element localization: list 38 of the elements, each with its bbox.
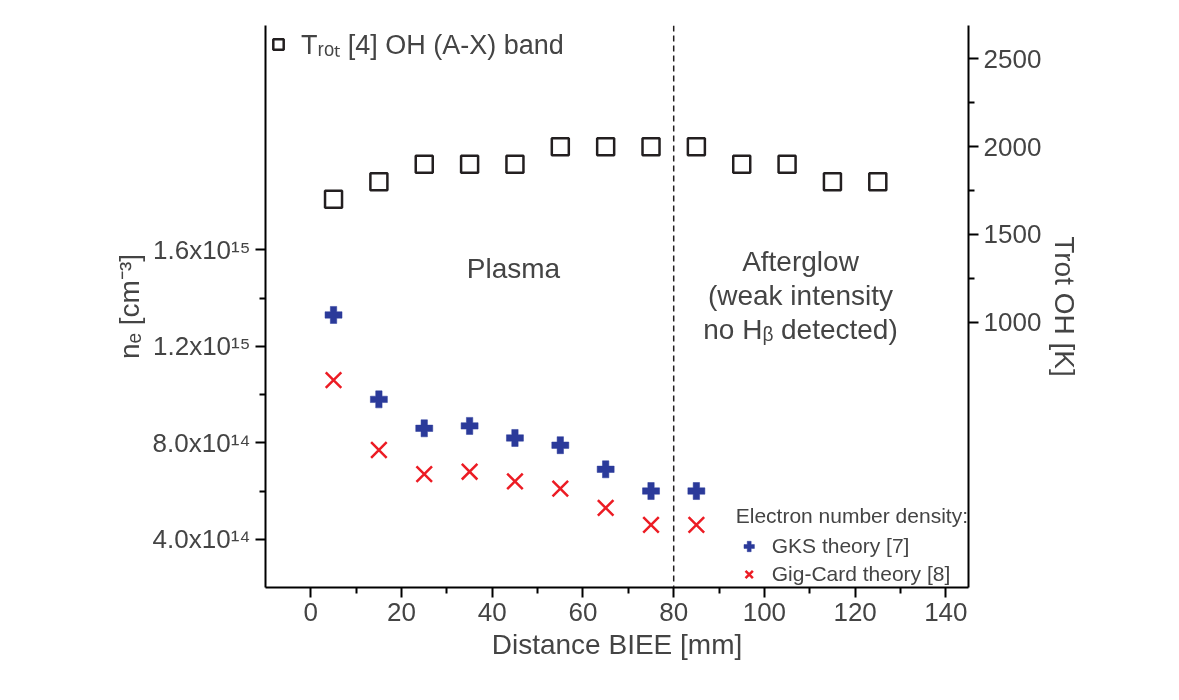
point <box>550 136 571 157</box>
y2-tick-label: 1000 <box>983 307 1042 338</box>
y2-tick-label: 1500 <box>983 219 1042 250</box>
y2-tick-label: 2500 <box>983 43 1042 74</box>
annotation: Afterglow (weak intensity no Hᵦ detected) <box>703 245 898 345</box>
y-tick-label: 1.2x10¹⁵ <box>153 331 251 362</box>
point <box>414 154 434 174</box>
x-tick-label: 0 <box>303 596 319 627</box>
y2-axis-title: Trot OH [K] <box>1049 236 1081 377</box>
x-tick-label: 100 <box>742 596 787 627</box>
y2-tick-label: 2000 <box>983 131 1042 162</box>
legend-title: Electron number density: <box>735 504 968 528</box>
legend-label: Tᵣₒₜ [4] OH (A-X) band <box>301 29 564 62</box>
x-tick-label: 140 <box>924 596 968 627</box>
point <box>595 136 616 157</box>
point <box>641 136 661 157</box>
annotation: Plasma <box>466 252 561 284</box>
y-tick-label: 1.6x10¹⁵ <box>153 234 251 265</box>
point <box>369 172 389 192</box>
legend-label: Gig-Card theory [8] <box>771 562 951 586</box>
y-tick-label: 4.0x10¹⁴ <box>152 524 251 555</box>
point <box>686 136 707 157</box>
y-tick-label: 8.0x10¹⁴ <box>152 427 251 458</box>
point <box>777 154 797 174</box>
x-tick-label: 120 <box>833 596 877 627</box>
point <box>323 189 344 210</box>
x-tick-label: 40 <box>477 596 507 627</box>
x-tick-label: 80 <box>659 596 689 627</box>
x-tick-label: 20 <box>387 596 417 627</box>
point <box>868 172 888 192</box>
y-axis-title: nₑ [cm⁻³] <box>113 254 145 359</box>
legend-label: GKS theory [7] <box>771 534 910 558</box>
point <box>459 154 480 174</box>
x-axis-title: Distance BIEE [mm] <box>491 628 743 660</box>
point <box>731 154 752 174</box>
x-tick-label: 60 <box>568 596 598 627</box>
point <box>822 172 843 192</box>
point <box>505 154 525 174</box>
